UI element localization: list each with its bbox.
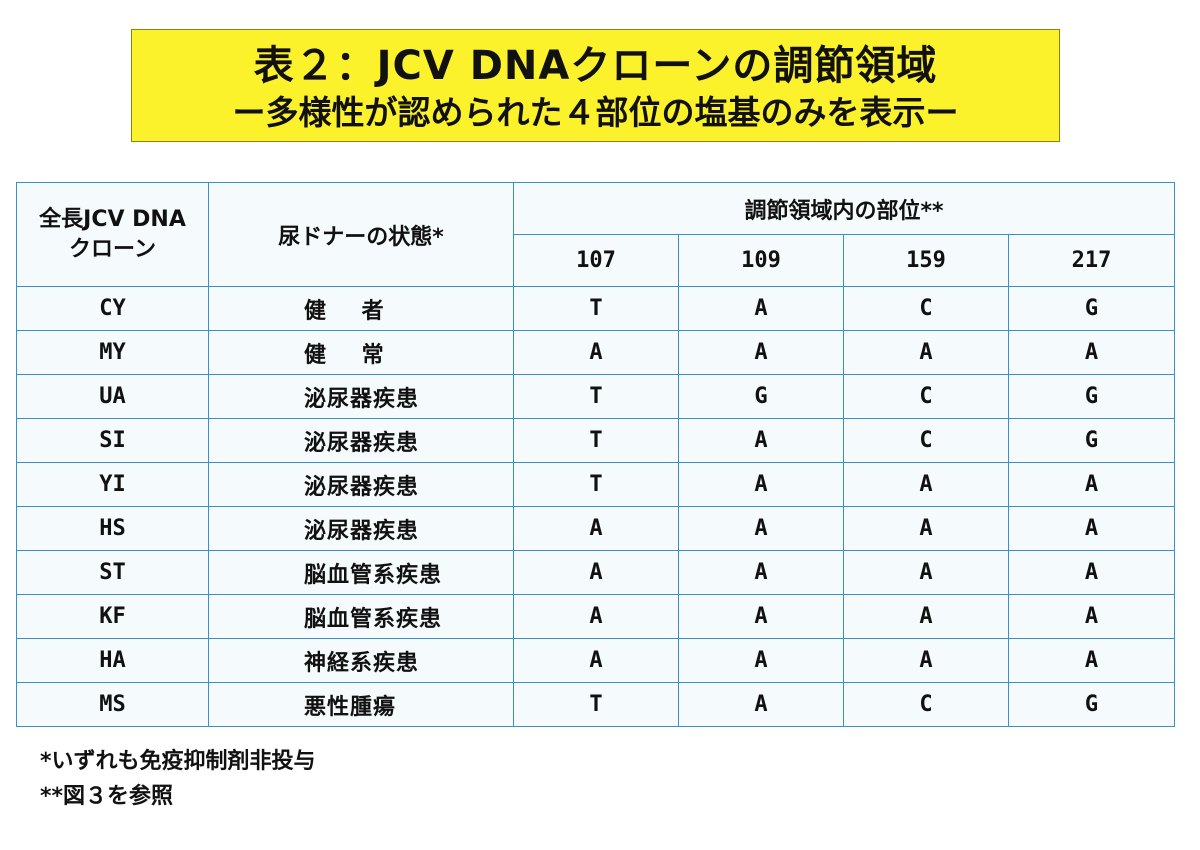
table-row: YI 泌尿器疾患 T A A A <box>16 462 1176 507</box>
base-cell: A <box>678 638 844 683</box>
base-cell: G <box>678 374 844 419</box>
table-row: SI 泌尿器疾患 T A C G <box>16 418 1176 463</box>
header-sites-group: 調節領域内の部位** <box>512 182 1176 235</box>
page-subtitle: ー多様性が認められた４部位の塩基のみを表示ー <box>232 93 959 132</box>
base-cell: A <box>1007 462 1176 507</box>
base-cell: A <box>513 506 679 551</box>
base-cell: C <box>843 286 1009 331</box>
condition-cell: 健 者 <box>208 286 514 331</box>
base-cell: A <box>1007 594 1176 639</box>
clone-cell: CY <box>16 286 209 331</box>
clone-cell: KF <box>16 594 209 639</box>
condition-cell: 神経系疾患 <box>208 638 514 683</box>
base-cell: A <box>678 330 844 375</box>
title-box: 表２：JCV DNAクローンの調節領域 ー多様性が認められた４部位の塩基のみを表… <box>131 29 1060 142</box>
table-row: ST 脳血管系疾患 A A A A <box>16 550 1176 595</box>
base-cell: T <box>513 682 679 727</box>
base-cell: G <box>1007 286 1176 331</box>
base-cell: G <box>1007 418 1176 463</box>
clone-cell: ST <box>16 550 209 595</box>
condition-cell: 泌尿器疾患 <box>208 374 514 419</box>
base-cell: T <box>513 462 679 507</box>
header-clone-line1: 全長JCV DNA <box>39 206 186 232</box>
base-cell: A <box>678 682 844 727</box>
base-cell: A <box>678 594 844 639</box>
clone-table: 全長JCV DNA クローン 尿ドナーの状態* 調節領域内の部位** 107 1… <box>16 182 1176 727</box>
condition-cell: 泌尿器疾患 <box>208 506 514 551</box>
base-cell: C <box>843 418 1009 463</box>
base-cell: A <box>513 550 679 595</box>
page-title: 表２：JCV DNAクローンの調節領域 <box>253 43 938 89</box>
clone-cell: HA <box>16 638 209 683</box>
base-cell: T <box>513 374 679 419</box>
footnote-1: *いずれも免疫抑制剤非投与 <box>40 749 316 774</box>
base-cell: A <box>678 418 844 463</box>
clone-cell: UA <box>16 374 209 419</box>
condition-cell: 健 常 <box>208 330 514 375</box>
clone-cell: HS <box>16 506 209 551</box>
base-cell: A <box>1007 506 1176 551</box>
condition-cell: 脳血管系疾患 <box>208 594 514 639</box>
clone-cell: YI <box>16 462 209 507</box>
base-cell: G <box>1007 682 1176 727</box>
table-row: MS 悪性腫瘍 T A C G <box>16 682 1176 727</box>
table-row: KF 脳血管系疾患 A A A A <box>16 594 1176 639</box>
base-cell: C <box>843 374 1009 419</box>
header-site: 109 <box>678 234 844 287</box>
base-cell: A <box>513 638 679 683</box>
base-cell: A <box>678 550 844 595</box>
base-cell: A <box>843 462 1009 507</box>
clone-cell: MY <box>16 330 209 375</box>
table-row: UA 泌尿器疾患 T G C G <box>16 374 1176 419</box>
footnotes: *いずれも免疫抑制剤非投与 **図３を参照 <box>40 744 316 814</box>
condition-cell: 悪性腫瘍 <box>208 682 514 727</box>
table-body: CY 健 者 T A C G MY 健 常 A A A A UA 泌尿器疾患 T G C G SI 泌尿器疾患 T A C G… <box>16 286 1176 727</box>
condition-cell: 脳血管系疾患 <box>208 550 514 595</box>
table-row: HA 神経系疾患 A A A A <box>16 638 1176 683</box>
footnote-2: **図３を参照 <box>40 784 174 809</box>
base-cell: C <box>843 682 1009 727</box>
base-cell: A <box>1007 638 1176 683</box>
base-cell: A <box>678 286 844 331</box>
header-clone-line2: クローン <box>69 236 156 262</box>
header-clone: 全長JCV DNA クローン <box>16 182 209 287</box>
header-site: 217 <box>1007 234 1176 287</box>
base-cell: A <box>1007 330 1176 375</box>
base-cell: A <box>678 506 844 551</box>
base-cell: A <box>843 638 1009 683</box>
base-cell: A <box>843 550 1009 595</box>
base-cell: A <box>513 330 679 375</box>
base-cell: T <box>513 286 679 331</box>
clone-cell: SI <box>16 418 209 463</box>
base-cell: A <box>678 462 844 507</box>
base-cell: A <box>513 594 679 639</box>
header-site: 159 <box>843 234 1009 287</box>
base-cell: G <box>1007 374 1176 419</box>
base-cell: A <box>843 594 1009 639</box>
base-cell: A <box>843 506 1009 551</box>
base-cell: A <box>1007 550 1176 595</box>
header-condition: 尿ドナーの状態* <box>208 182 514 287</box>
clone-cell: MS <box>16 682 209 727</box>
condition-cell: 泌尿器疾患 <box>208 462 514 507</box>
base-cell: A <box>843 330 1009 375</box>
table-row: HS 泌尿器疾患 A A A A <box>16 506 1176 551</box>
condition-cell: 泌尿器疾患 <box>208 418 514 463</box>
base-cell: T <box>513 418 679 463</box>
header-site: 107 <box>513 234 679 287</box>
